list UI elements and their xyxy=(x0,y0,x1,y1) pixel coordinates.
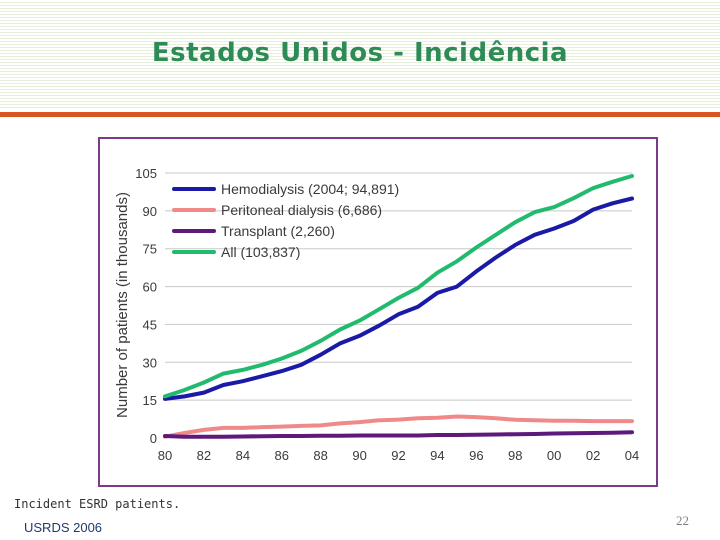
x-tick-label: 84 xyxy=(236,448,250,463)
x-tick-label: 82 xyxy=(197,448,211,463)
y-tick-label: 45 xyxy=(143,317,157,332)
series-line-all xyxy=(163,174,634,399)
x-tick-label: 98 xyxy=(508,448,522,463)
y-tick-label: 0 xyxy=(150,431,157,446)
y-axis-ticks: 0 15 30 45 60 75 90 105 xyxy=(135,166,157,446)
header-background xyxy=(0,0,720,110)
x-tick-label: 80 xyxy=(158,448,172,463)
x-tick-label: 02 xyxy=(586,448,600,463)
incidence-line-chart: 0 15 30 45 60 75 90 105 80 82 84 86 88 90 92 94 96 98 00 0… xyxy=(114,166,639,463)
legend-label: Transplant (2,260) xyxy=(221,223,335,239)
legend-label: Hemodialysis (2004; 94,891) xyxy=(221,181,399,197)
slide-title: Estados Unidos - Incidência xyxy=(151,38,569,68)
y-tick-label: 90 xyxy=(143,204,157,219)
series-lines xyxy=(163,174,634,439)
x-axis-ticks: 80 82 84 86 88 90 92 94 96 98 00 02 04 xyxy=(158,448,639,463)
x-tick-label: 88 xyxy=(313,448,327,463)
x-tick-label: 90 xyxy=(352,448,366,463)
figure-caption: Incident ESRD patients. xyxy=(14,497,181,511)
y-axis-label: Number of patients (in thousands) xyxy=(114,192,131,418)
series-line-hemodialysis xyxy=(163,196,634,401)
x-tick-label: 00 xyxy=(547,448,561,463)
chart-frame: 0 15 30 45 60 75 90 105 80 82 84 86 88 90 92 94 96 98 00 0… xyxy=(98,137,658,487)
grid-lines xyxy=(165,172,632,401)
y-tick-label: 105 xyxy=(135,166,157,181)
x-tick-label: 86 xyxy=(275,448,289,463)
legend-label: Peritoneal dialysis (6,686) xyxy=(221,202,382,218)
series-line-transplant xyxy=(163,430,634,439)
x-tick-label: 04 xyxy=(625,448,639,463)
chart-legend: Hemodialysis (2004; 94,891) Peritoneal di… xyxy=(172,181,399,260)
y-tick-label: 60 xyxy=(143,280,157,295)
source-label: USRDS 2006 xyxy=(24,520,103,535)
title-divider xyxy=(0,112,720,117)
legend-label: All (103,837) xyxy=(221,244,300,260)
x-tick-label: 92 xyxy=(391,448,405,463)
y-tick-label: 75 xyxy=(143,242,157,257)
y-tick-label: 30 xyxy=(143,355,157,370)
page-number: 22 xyxy=(676,513,689,528)
y-tick-label: 15 xyxy=(143,393,157,408)
x-tick-label: 96 xyxy=(469,448,483,463)
series-line-peritoneal-dialysis xyxy=(163,414,634,439)
x-tick-label: 94 xyxy=(430,448,444,463)
